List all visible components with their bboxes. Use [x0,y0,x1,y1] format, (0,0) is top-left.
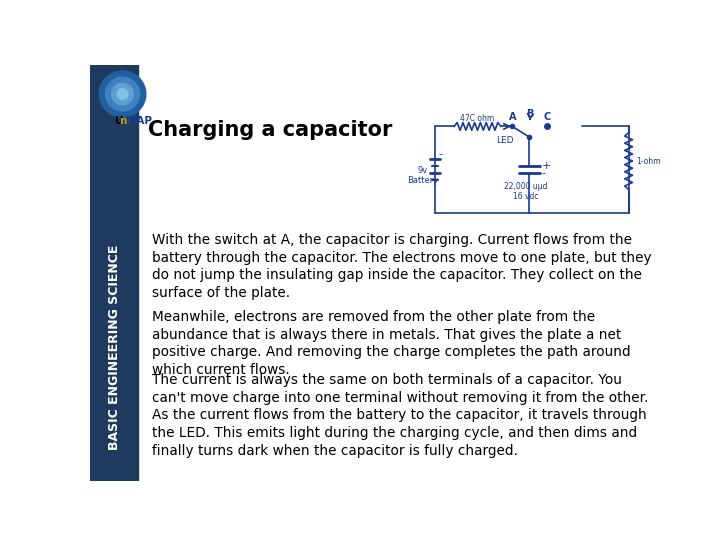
Text: 47C ohm: 47C ohm [460,114,495,123]
Circle shape [112,83,133,105]
Text: 1-ohm: 1-ohm [636,157,661,166]
Text: A: A [508,112,516,122]
Text: LED: LED [496,136,513,145]
Text: 22,000 uµd
16 vdc: 22,000 uµd 16 vdc [504,182,547,201]
Text: With the switch at A, the capacitor is charging. Current flows from the
battery : With the switch at A, the capacitor is c… [152,233,652,300]
Text: +: + [542,161,552,171]
Text: BASIC ENGINEERING SCIENCE: BASIC ENGINEERING SCIENCE [107,245,120,450]
Bar [90,65,138,481]
Text: Meanwhile, electrons are removed from the other plate from the
abundance that is: Meanwhile, electrons are removed from th… [152,309,631,377]
Text: -: - [438,149,443,159]
Text: ni: ni [119,117,130,126]
Text: Charging a capacitor: Charging a capacitor [148,120,392,140]
Text: 9v
Battery: 9v Battery [407,166,438,185]
Text: C: C [544,112,551,122]
Circle shape [106,77,140,111]
Circle shape [117,89,128,99]
Text: B: B [526,109,534,119]
Text: U: U [114,117,123,126]
Text: MAP: MAP [126,117,152,126]
Circle shape [99,71,145,117]
Text: -: - [542,167,546,178]
Text: The current is always the same on both terminals of a capacitor. You
can't move : The current is always the same on both t… [152,373,649,458]
